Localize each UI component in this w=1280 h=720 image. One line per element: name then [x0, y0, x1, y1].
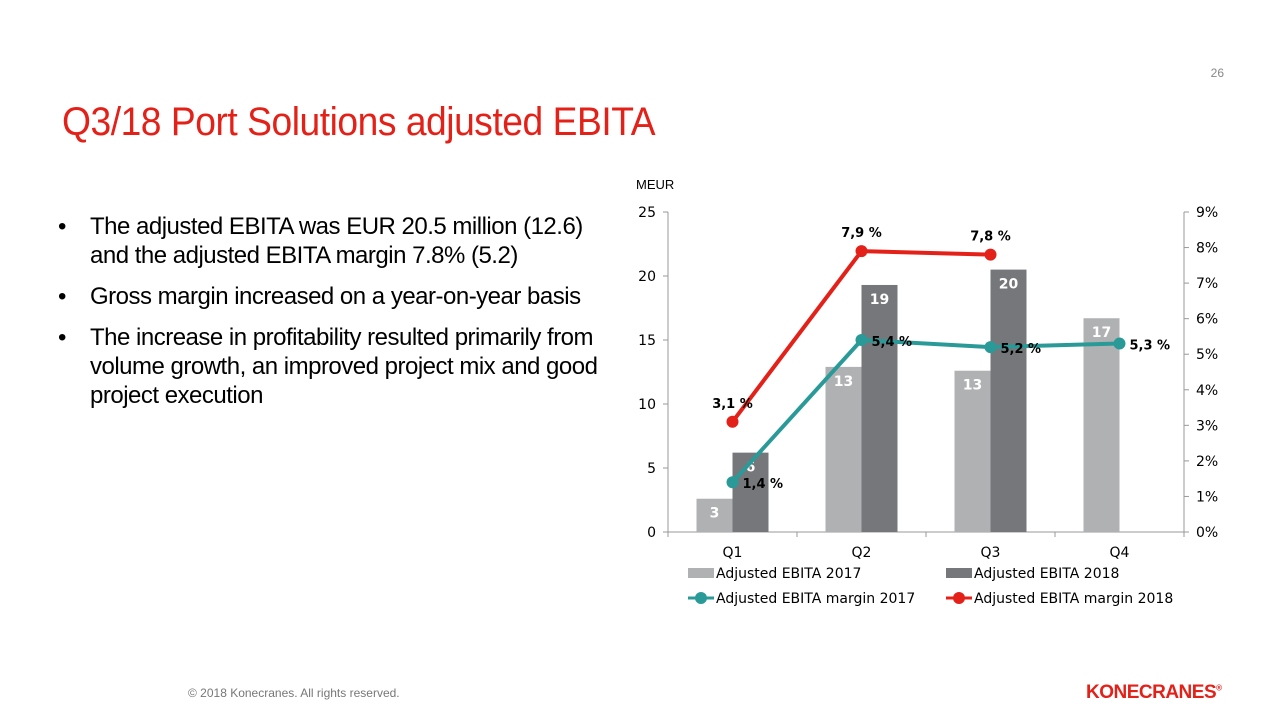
line-point [726, 415, 739, 428]
bullet-icon: • [58, 213, 66, 240]
y-right-tick-label: 5% [1196, 347, 1218, 363]
bar-value-label: 6 [746, 460, 756, 476]
bullet-icon: • [58, 283, 66, 310]
y-right-tick-label: 9% [1196, 205, 1218, 221]
y-right-tick-label: 2% [1196, 454, 1218, 470]
y-left-tick-label: 25 [638, 205, 656, 221]
legend-label: Adjusted EBITA margin 2018 [974, 591, 1173, 607]
y-right-tick-label: 3% [1196, 418, 1218, 434]
x-tick-label: Q3 [981, 545, 1001, 561]
legend-swatch [688, 568, 714, 578]
y-left-tick-label: 10 [638, 397, 656, 413]
line-value-label: 3,1 % [712, 397, 753, 412]
bullet-icon: • [58, 324, 66, 351]
legend-marker [695, 592, 707, 604]
bullet-text: Gross margin increased on a year-on-year… [90, 283, 581, 310]
legend-marker [953, 592, 965, 604]
line-value-label: 7,9 % [841, 226, 882, 241]
legend-label: Adjusted EBITA margin 2017 [716, 591, 915, 607]
line-value-label: 7,8 % [970, 230, 1011, 245]
y-right-tick-label: 4% [1196, 383, 1218, 399]
bar-2017 [954, 370, 991, 532]
line-point [1113, 337, 1126, 350]
legend-label: Adjusted EBITA 2018 [974, 566, 1119, 582]
bullet-item: • The adjusted EBITA was EUR 20.5 million… [58, 212, 598, 270]
line-point [726, 476, 739, 489]
bar-2018 [990, 269, 1027, 532]
line-point [855, 245, 868, 258]
y-left-tick-label: 5 [647, 461, 656, 477]
bar-value-label: 13 [834, 374, 853, 390]
line-value-label: 5,4 % [872, 335, 913, 350]
footer-copyright: © 2018 Konecranes. All rights reserved. [188, 686, 400, 700]
x-tick-label: Q1 [723, 545, 743, 561]
unit-label: MEUR [636, 177, 674, 192]
slide-title: Q3/18 Port Solutions adjusted EBITA [62, 100, 656, 144]
legend-swatch [946, 568, 972, 578]
y-left-tick-label: 20 [638, 269, 656, 285]
bar-2017 [1083, 318, 1120, 532]
bar-value-label: 19 [870, 292, 889, 308]
y-right-tick-label: 0% [1196, 525, 1218, 541]
bullet-text: The increase in profitability resulted p… [90, 324, 598, 409]
line-value-label: 1,4 % [743, 477, 784, 492]
logo-text: KONECRANES [1086, 682, 1217, 703]
y-right-tick-label: 8% [1196, 241, 1218, 257]
logo-registered-mark: ® [1216, 683, 1222, 693]
page-number: 26 [1210, 66, 1224, 80]
line-point [984, 341, 997, 354]
x-tick-label: Q2 [852, 545, 872, 561]
bar-2017 [825, 366, 862, 532]
chart-svg: MEUR 0 5 10 15 20 25 0% 1% 2% 3% 4% 5% 6% 7% 8% 9% Q1 Q2 Q3… [636, 177, 1218, 607]
bar-2017 [696, 498, 733, 532]
bar-2018 [732, 452, 769, 532]
bar-value-label: 13 [963, 378, 982, 394]
bullet-list: • The adjusted EBITA was EUR 20.5 million… [58, 212, 598, 422]
bullet-item: • Gross margin increased on a year-on-yea… [58, 282, 598, 311]
x-tick-label: Q4 [1110, 545, 1130, 561]
bar-value-label: 3 [710, 506, 720, 522]
y-right-tick-label: 6% [1196, 312, 1218, 328]
konecranes-logo: KONECRANES® [1086, 682, 1222, 704]
y-left-tick-label: 15 [638, 333, 656, 349]
bar-value-label: 20 [999, 277, 1019, 293]
legend-label: Adjusted EBITA 2017 [716, 566, 861, 582]
y-right-tick-label: 7% [1196, 276, 1218, 292]
bar-2018 [861, 284, 898, 532]
line-series-2017 [731, 338, 1120, 484]
y-right-tick-label: 1% [1196, 489, 1218, 505]
ebita-chart: MEUR 0 5 10 15 20 25 0% 1% 2% 3% 4% 5% 6% 7% 8% 9% Q1 Q2 Q3… [620, 170, 1240, 620]
line-point [855, 334, 868, 346]
line-point [984, 248, 997, 261]
y-left-tick-label: 0 [647, 525, 656, 541]
bullet-item: • The increase in profitability resulted … [58, 323, 598, 410]
bullet-text: The adjusted EBITA was EUR 20.5 million … [90, 213, 583, 269]
bar-value-label: 17 [1092, 325, 1111, 341]
line-value-label: 5,2 % [1001, 342, 1042, 357]
line-value-label: 5,3 % [1130, 339, 1171, 354]
